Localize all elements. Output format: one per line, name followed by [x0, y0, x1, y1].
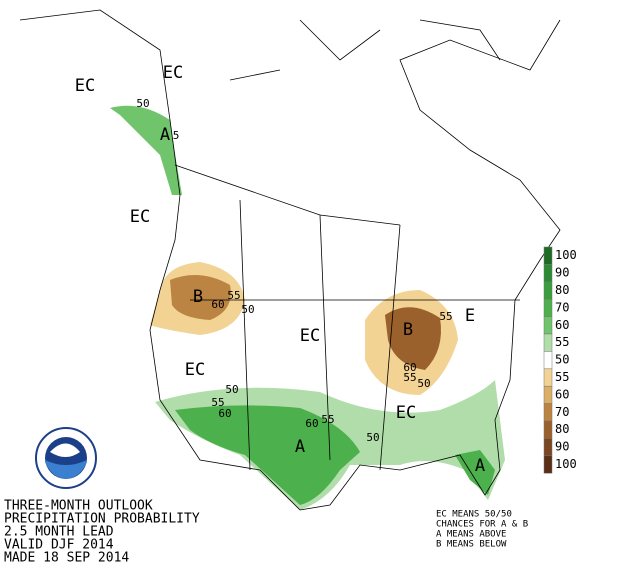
- contour-label: 50: [136, 97, 149, 110]
- coastline: [19, 9, 561, 511]
- map-label: EC: [130, 207, 150, 227]
- contour-label: 60: [218, 407, 231, 420]
- legend-label: 60: [555, 318, 569, 332]
- title-line: THREE-MONTH OUTLOOK: [4, 499, 153, 514]
- legend-label: 60: [555, 387, 569, 401]
- map-label: A: [160, 125, 170, 145]
- contour-label: 55: [439, 310, 452, 323]
- map-label: E: [465, 306, 475, 326]
- contour-label: 50: [225, 383, 238, 396]
- legend-label: 100: [555, 248, 577, 262]
- contour-label: 60: [403, 361, 416, 374]
- below-area: [385, 307, 441, 370]
- legend-label: 80: [555, 283, 569, 297]
- legend-swatch: [543, 316, 553, 335]
- map-label: EC: [163, 63, 183, 83]
- key-line: EC MEANS 50/50: [436, 510, 512, 520]
- legend-label: 55: [555, 370, 569, 384]
- legend-swatch: [543, 403, 553, 422]
- map-label: B: [193, 287, 203, 307]
- legend-label: 70: [555, 405, 569, 419]
- map-label: EC: [396, 403, 416, 423]
- map-label: A: [295, 437, 305, 457]
- legend-label: 70: [555, 300, 569, 314]
- contour-label: 55: [227, 289, 240, 302]
- coastline: [229, 19, 501, 81]
- contour-label: 5: [173, 129, 180, 142]
- legend-swatch: [543, 420, 553, 439]
- title-line: VALID DJF 2014: [4, 538, 114, 553]
- contour-label: 50: [366, 431, 379, 444]
- map-label: EC: [300, 326, 320, 346]
- key-line: B MEANS BELOW: [436, 540, 507, 550]
- legend-swatch: [543, 438, 553, 457]
- contour-label: 60: [211, 298, 224, 311]
- legend-label: 50: [555, 353, 569, 367]
- contour-label: 60: [305, 417, 318, 430]
- legend-label: 90: [555, 266, 569, 280]
- legend-swatch: [543, 368, 553, 387]
- legend-swatch: [543, 264, 553, 283]
- key-line: A MEANS ABOVE: [436, 530, 506, 540]
- title-line: 2.5 MONTH LEAD: [4, 525, 114, 540]
- legend-swatch: [543, 246, 553, 265]
- legend-swatch: [543, 281, 553, 300]
- legend-label: 80: [555, 422, 569, 436]
- legend-label: 55: [555, 335, 569, 349]
- legend-label: 100: [555, 457, 577, 471]
- legend-swatch: [543, 455, 553, 474]
- legend-swatch: [543, 385, 553, 404]
- title-line: MADE 18 SEP 2014: [4, 551, 129, 566]
- map-label: EC: [75, 76, 95, 96]
- legend-swatch: [543, 298, 553, 317]
- above-area: [175, 405, 360, 505]
- border: [174, 164, 520, 471]
- legend-swatch: [543, 351, 553, 370]
- above-area: [455, 450, 495, 495]
- legend-label: 90: [555, 440, 569, 454]
- below-area: [170, 275, 231, 320]
- contour-label: 50: [417, 377, 430, 390]
- contour-label: 55: [321, 413, 334, 426]
- map-label: A: [475, 456, 485, 476]
- above-area: [110, 105, 182, 195]
- key-line: CHANCES FOR A & B: [436, 520, 528, 530]
- map-label: EC: [185, 360, 205, 380]
- noaa-logo: [35, 427, 97, 489]
- contour-label: 55: [211, 396, 224, 409]
- contour-label: 50: [241, 303, 254, 316]
- map-label: B: [403, 320, 413, 340]
- contour-label: 55: [403, 371, 416, 384]
- title-line: PRECIPITATION PROBABILITY: [4, 512, 200, 527]
- legend-swatch: [543, 333, 553, 352]
